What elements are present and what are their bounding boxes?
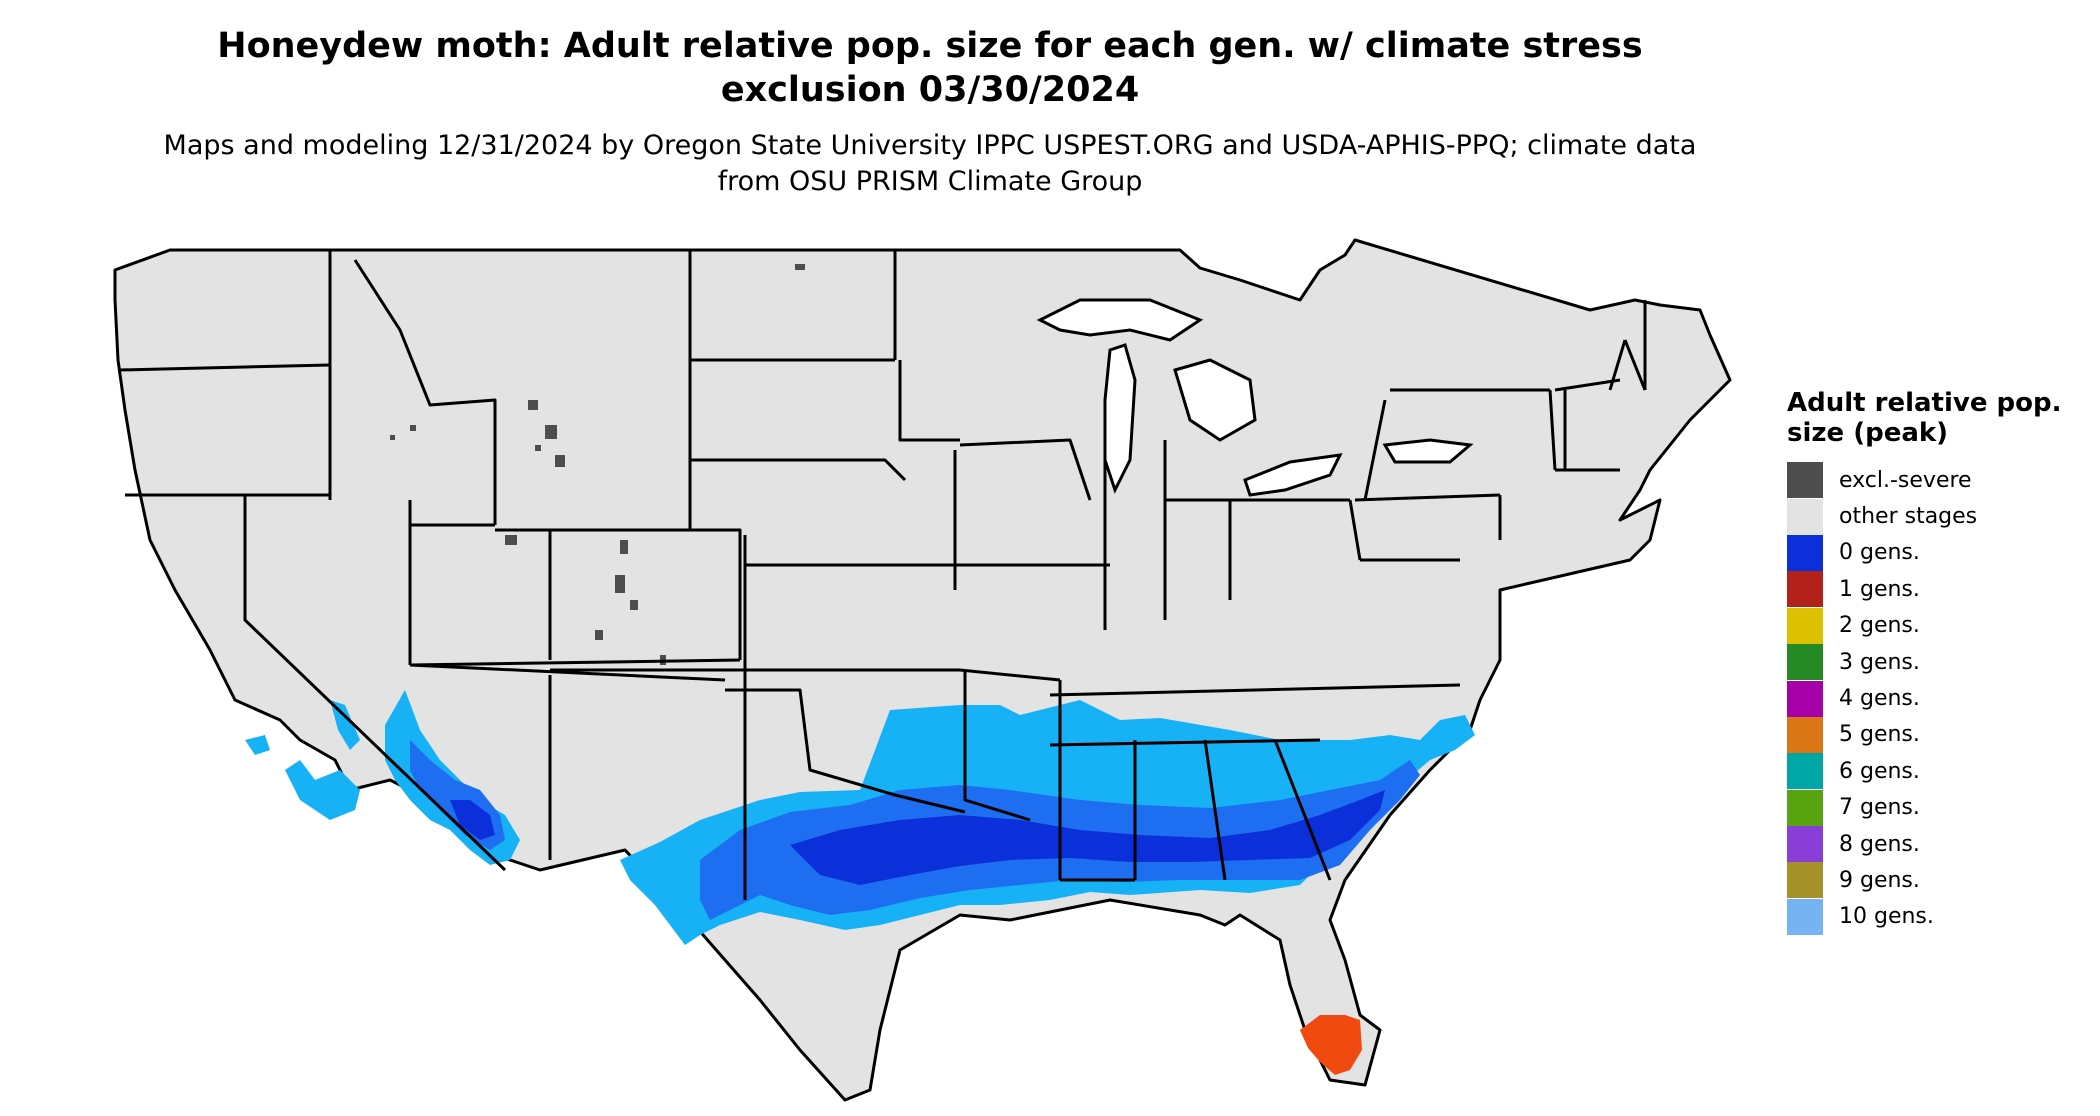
legend-swatch	[1787, 789, 1823, 826]
south-florida-red-patch	[1300, 1015, 1362, 1075]
legend-item: 3 gens.	[1787, 644, 2087, 681]
legend: Adult relative pop. size (peak) excl.-se…	[1787, 388, 2087, 935]
state-borders	[119, 250, 1647, 900]
legend-label: 7 gens.	[1839, 795, 1920, 821]
legend-label: 9 gens.	[1839, 867, 1920, 893]
legend-item: 6 gens.	[1787, 753, 2087, 790]
severe-exclusion-patches	[390, 264, 805, 665]
legend-item: excl.-severe	[1787, 462, 2087, 499]
legend-label: 4 gens.	[1839, 686, 1920, 712]
light-blue-southern-california	[285, 760, 360, 820]
legend-label: 8 gens.	[1839, 831, 1920, 857]
legend-label: other stages	[1839, 504, 1978, 530]
legend-item: 5 gens.	[1787, 716, 2087, 753]
legend-item: 1 gens.	[1787, 571, 2087, 608]
map-title: Honeydew moth: Adult relative pop. size …	[217, 26, 1643, 110]
legend-label: 1 gens.	[1839, 576, 1920, 602]
legend-label: 5 gens.	[1839, 722, 1920, 748]
legend-swatch	[1787, 862, 1823, 899]
lake-erie	[1243, 453, 1343, 497]
legend-item: 2 gens.	[1787, 607, 2087, 644]
legend-swatch	[1787, 898, 1823, 935]
legend-label: 3 gens.	[1839, 649, 1920, 675]
legend-item: 8 gens.	[1787, 826, 2087, 863]
legend-item: 4 gens.	[1787, 680, 2087, 717]
legend-label: excl.-severe	[1839, 467, 1972, 493]
legend-swatch	[1787, 571, 1823, 608]
legend-swatch	[1787, 534, 1823, 571]
legend-swatch	[1787, 644, 1823, 681]
light-blue-nevada-strip	[330, 700, 360, 750]
legend-swatch	[1787, 826, 1823, 863]
lake-superior	[1036, 298, 1204, 342]
legend-swatch	[1787, 680, 1823, 717]
lake-ontario	[1382, 438, 1474, 464]
legend-label: 10 gens.	[1839, 904, 1934, 930]
legend-items: excl.-severe other stages 0 gens. 1 gens. 2 …	[1787, 462, 2087, 935]
lake-huron	[1173, 358, 1257, 442]
light-blue-la-patch	[245, 735, 270, 755]
legend-item: 9 gens.	[1787, 862, 2087, 899]
legend-item: 0 gens.	[1787, 534, 2087, 571]
dark-blue-core	[790, 790, 1385, 885]
legend-swatch	[1787, 753, 1823, 790]
legend-swatch	[1787, 498, 1823, 535]
legend-label: 2 gens.	[1839, 613, 1920, 639]
lake-michigan	[1103, 343, 1137, 494]
legend-item: 7 gens.	[1787, 789, 2087, 826]
legend-swatch	[1787, 607, 1823, 644]
map-subtitle: Maps and modeling 12/31/2024 by Oregon S…	[163, 130, 1697, 197]
legend-swatch	[1787, 462, 1823, 499]
legend-label: 0 gens.	[1839, 540, 1920, 566]
dark-blue-arizona	[450, 800, 495, 840]
legend-title: Adult relative pop. size (peak)	[1787, 388, 2062, 448]
legend-item: 10 gens.	[1787, 898, 2087, 935]
legend-item: other stages	[1787, 498, 2087, 535]
legend-swatch	[1787, 716, 1823, 753]
legend-label: 6 gens.	[1839, 758, 1920, 784]
